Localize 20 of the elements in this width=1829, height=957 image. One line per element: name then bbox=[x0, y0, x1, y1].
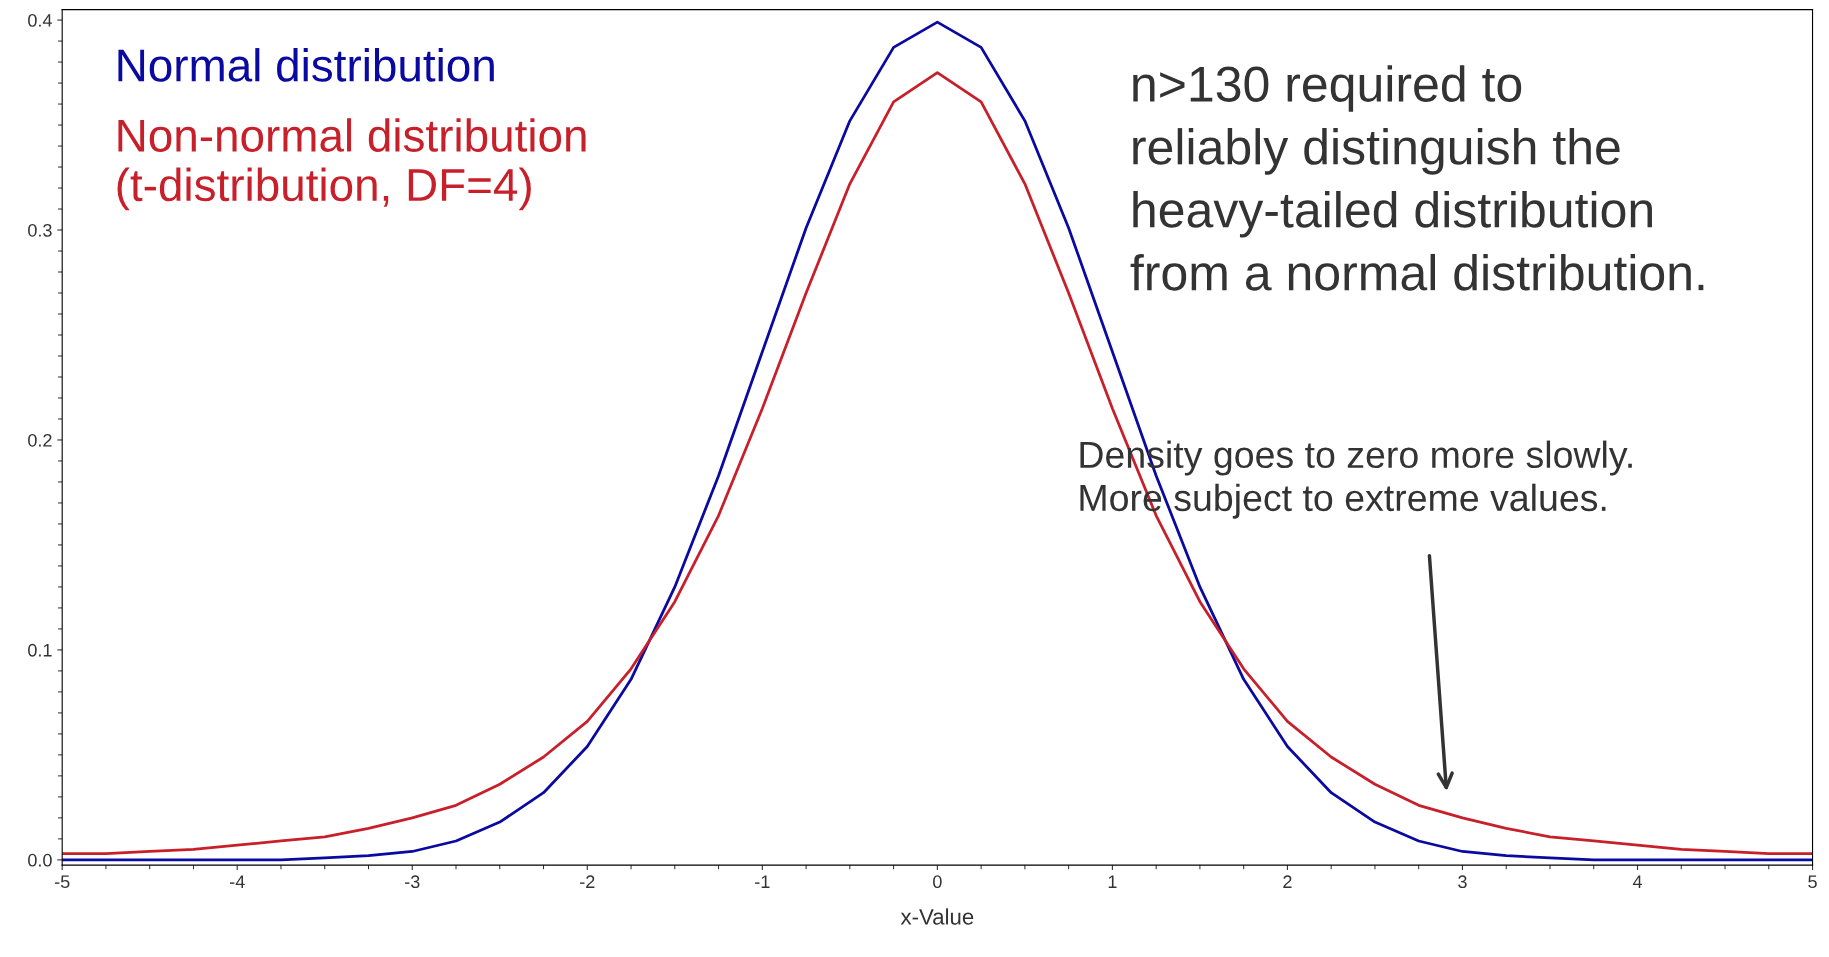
y-tick-label: 0.1 bbox=[28, 643, 52, 657]
text: Normal distribution bbox=[118, 48, 494, 82]
x-tick-label: 4 bbox=[1632, 875, 1642, 888]
x-tick-label: 2 bbox=[1283, 875, 1292, 888]
x-tick-label: 3 bbox=[1458, 875, 1467, 889]
y-tick-label: 0.4 bbox=[28, 14, 52, 27]
x-tick-label: -5 bbox=[54, 875, 70, 889]
x-tick-label: -3 bbox=[405, 875, 420, 889]
x-tick-label: 1 bbox=[1108, 875, 1117, 888]
annotation: n>130 required to reliably distinguish the heavy-tailed distribution from a normal distribution. bbox=[1130, 65, 1704, 291]
x-tick-label: 0 bbox=[933, 875, 942, 889]
x-tick-label: -4 bbox=[230, 875, 245, 888]
y-tick-label: 0.0 bbox=[28, 853, 52, 867]
x-tick-label: -1 bbox=[755, 875, 770, 888]
x-tick-label: 5 bbox=[1808, 875, 1817, 889]
x-axis-title: x-Value bbox=[900, 908, 974, 925]
y-tick-label: 0.2 bbox=[28, 433, 52, 447]
text: Non-normal distribution (t-distribution, DF=4) bbox=[117, 118, 586, 211]
x-tick-label: -2 bbox=[580, 875, 595, 888]
y-tick-label: 0.3 bbox=[28, 223, 52, 237]
